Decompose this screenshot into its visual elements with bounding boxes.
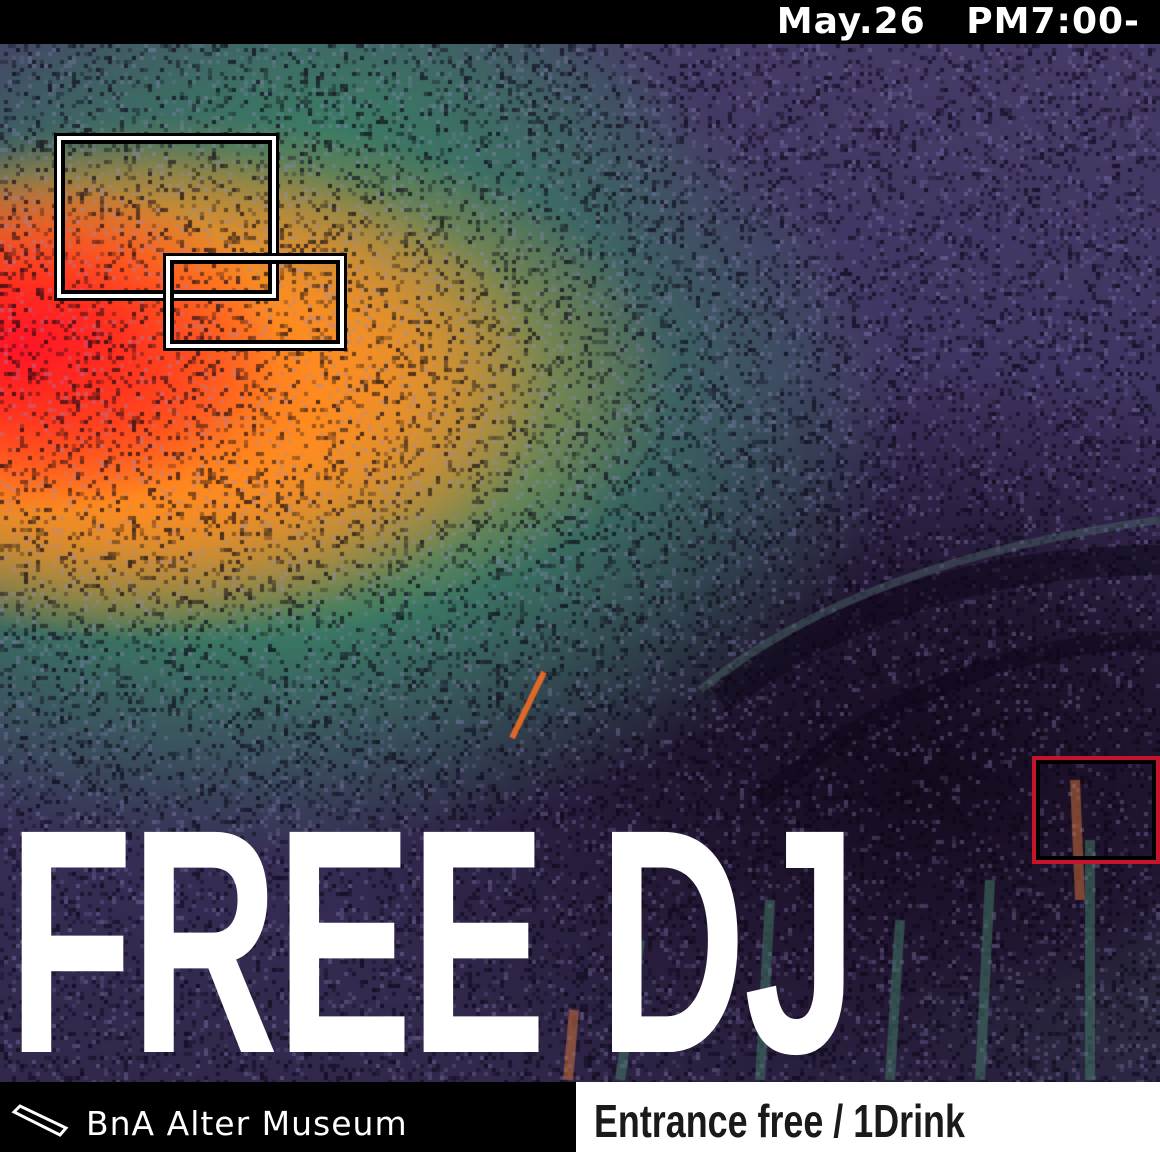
entry-info: Entrance free / 1Drink bbox=[594, 1095, 965, 1147]
red-frame bbox=[1032, 756, 1160, 864]
event-date-time: May.26 PM7:00- bbox=[776, 1, 1140, 42]
headline: FREE DJ bbox=[8, 762, 858, 1120]
entry-bar bbox=[576, 1082, 1160, 1152]
venue-name: BnA Alter Museum bbox=[86, 1104, 408, 1143]
date-bar bbox=[0, 0, 1160, 44]
white-frame-small bbox=[166, 256, 344, 348]
tilted-rectangle-icon bbox=[11, 1104, 69, 1137]
venue-bar bbox=[0, 1082, 576, 1152]
